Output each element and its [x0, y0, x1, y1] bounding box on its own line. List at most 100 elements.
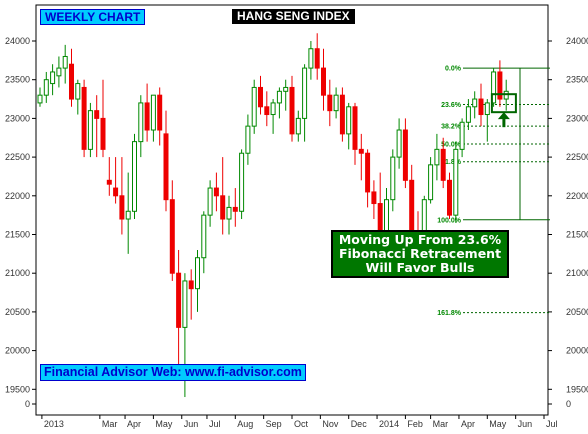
candle-body [37, 94, 43, 104]
y-tick-label-left: 23500 [5, 75, 30, 85]
y-tick-label-left: 23000 [5, 113, 30, 123]
x-tick-label: May [155, 419, 173, 429]
x-tick-label: Mar [102, 419, 118, 429]
candle-body [447, 179, 452, 216]
x-tick-label: Mar [433, 419, 449, 429]
y-tick-label-left: 24000 [5, 36, 30, 46]
chart-title: HANG SENG INDEX [232, 9, 355, 24]
x-tick-label: 2014 [379, 419, 399, 429]
callout-box: Moving Up From 23.6% Fibonacci Retraceme… [331, 230, 509, 278]
y-tick-label-left: 20500 [5, 307, 30, 317]
candle-body [258, 86, 263, 108]
y-tick-label-left: 21000 [5, 268, 30, 278]
candle-body [308, 48, 314, 69]
y-tick-label-right: 23000 [566, 113, 588, 123]
candle-body [125, 210, 131, 220]
candle-body [295, 117, 301, 135]
up-arrow-icon [497, 112, 510, 120]
candle-body [239, 152, 245, 212]
candle-body [207, 187, 213, 216]
candle-body [176, 272, 182, 328]
candle-body [402, 129, 408, 181]
candle-body [428, 164, 434, 201]
callout-line-2: Fibonacci Retracement [338, 246, 502, 261]
candle-body [150, 94, 156, 131]
y-tick-label-right: 22000 [566, 191, 588, 201]
candle-body [352, 106, 358, 150]
candle-body [100, 117, 106, 150]
candle-body [346, 106, 352, 135]
candle-body [440, 148, 446, 181]
candle-body [232, 206, 238, 212]
x-tick-label: Aug [237, 419, 253, 429]
y-tick-label-right: 20000 [566, 346, 588, 356]
fibonacci-label: 0.0% [445, 66, 462, 73]
fibonacci-label: 161.8% [437, 310, 462, 317]
candle-body [56, 67, 62, 77]
candle-body [43, 79, 49, 96]
x-tick-label: Oct [294, 419, 309, 429]
candle-body [245, 125, 251, 154]
candle-body [339, 94, 345, 135]
candle-body [484, 102, 490, 116]
candle-body [327, 94, 333, 112]
candle-body [465, 106, 471, 123]
x-tick-label: Jul [546, 419, 558, 429]
candle-body [195, 257, 200, 290]
candle-body [478, 98, 484, 116]
candle-body [289, 86, 295, 135]
x-tick-label: Nov [322, 419, 339, 429]
candle-body [390, 156, 396, 201]
candle-body [497, 71, 503, 100]
y-tick-label-left: 19500 [5, 384, 30, 394]
x-tick-label: May [489, 419, 507, 429]
candle-body [396, 129, 402, 158]
candle-body [157, 94, 163, 131]
candle-body [453, 148, 459, 216]
x-tick-label: Jul [209, 419, 221, 429]
candle-body [276, 90, 282, 104]
candle-body [182, 280, 188, 328]
candle-body [213, 187, 219, 197]
x-tick-label: Jun [518, 419, 533, 429]
candle-body [321, 67, 326, 96]
x-tick-label: Apr [461, 419, 475, 429]
candle-body [119, 195, 125, 220]
candle-body [163, 133, 169, 201]
y-tick-label-right: 19500 [566, 384, 588, 394]
candle-body [302, 67, 308, 119]
x-tick-label: 2013 [44, 419, 64, 429]
candle-body [69, 63, 74, 100]
candle-body [201, 214, 207, 259]
y-tick-label-right: 21000 [566, 268, 588, 278]
candle-body [459, 121, 465, 150]
candle-body [333, 94, 339, 112]
callout-line-3: Will Favor Bulls [365, 260, 475, 275]
candle-body [113, 187, 119, 197]
candle-body [226, 206, 232, 220]
candle-body [365, 152, 371, 193]
fibonacci-label: 61.8% [441, 159, 462, 166]
candle-body [87, 110, 93, 150]
y-tick-label-right: 21500 [566, 230, 588, 240]
y-tick-label-left: 21500 [5, 230, 30, 240]
fibonacci-label: 100.0% [437, 217, 462, 224]
fibonacci-label: 50.0% [441, 141, 462, 148]
x-tick-label: Jun [184, 419, 199, 429]
candle-body [270, 102, 276, 116]
callout-line-1: Moving Up From 23.6% [338, 232, 502, 247]
candle-body [188, 280, 194, 290]
candle-body [220, 195, 226, 220]
y-tick-label-left: 22500 [5, 152, 30, 162]
candle-body [434, 148, 440, 166]
candle-body [50, 71, 56, 85]
fibonacci-label: 38.2% [441, 124, 462, 131]
candle-body [283, 86, 289, 92]
y-zero-label-right: 0 [566, 399, 571, 409]
candle-body [75, 83, 81, 100]
candle-body [169, 199, 175, 274]
y-tick-label-right: 22500 [566, 152, 588, 162]
candle-body [472, 98, 478, 108]
